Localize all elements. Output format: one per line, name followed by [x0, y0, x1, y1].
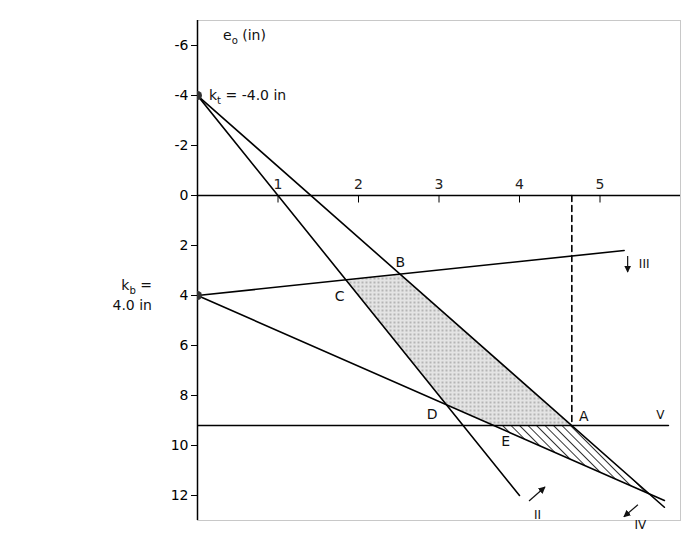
- svg-text:kb =: kb =: [121, 277, 152, 296]
- svg-text:-2: -2: [175, 137, 189, 153]
- svg-text:A: A: [579, 408, 589, 424]
- svg-text:0: 0: [180, 187, 189, 203]
- svg-text:B: B: [396, 254, 406, 270]
- svg-text:E: E: [501, 433, 510, 449]
- svg-text:12: 12: [171, 487, 189, 503]
- svg-text:-6: -6: [175, 37, 189, 53]
- svg-text:II: II: [534, 508, 541, 522]
- svg-text:4: 4: [180, 287, 189, 303]
- svg-text:8: 8: [180, 387, 189, 403]
- svg-text:III: III: [639, 257, 650, 271]
- svg-text:D: D: [427, 406, 438, 422]
- svg-text:6: 6: [180, 337, 189, 353]
- svg-text:3: 3: [435, 176, 444, 192]
- svg-text:-4: -4: [175, 87, 189, 103]
- svg-text:C: C: [335, 288, 345, 304]
- svg-text:4.0 in: 4.0 in: [113, 297, 152, 313]
- svg-text:2: 2: [354, 176, 363, 192]
- svg-text:IV: IV: [635, 518, 648, 532]
- svg-text:2: 2: [180, 237, 189, 253]
- svg-text:5: 5: [596, 176, 605, 192]
- svg-text:4: 4: [515, 176, 524, 192]
- svg-text:kt = -4.0 in: kt = -4.0 in: [209, 87, 286, 106]
- svg-text:V: V: [656, 408, 665, 422]
- svg-text:1: 1: [274, 176, 283, 192]
- svg-text:10: 10: [171, 437, 189, 453]
- svg-text:eo (in): eo (in): [223, 27, 266, 46]
